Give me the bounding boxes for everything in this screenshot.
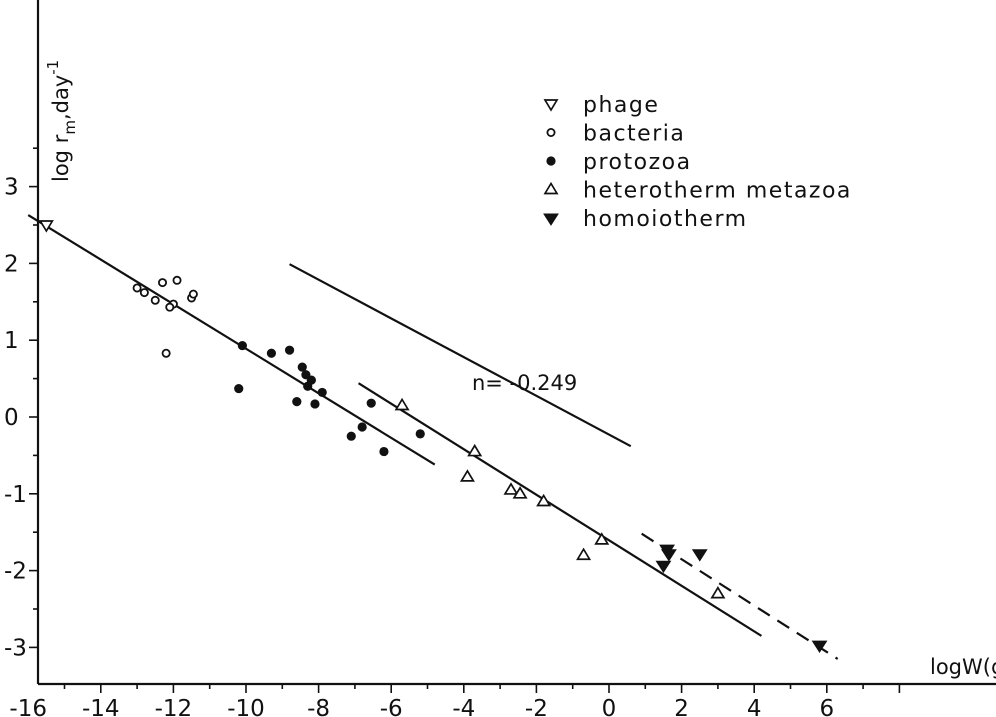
x-tick-label: -14 [82, 696, 120, 717]
legend-label-protozoa: protozoa [583, 150, 692, 175]
legend-marker-bacteria [546, 127, 556, 137]
annotations: n= -0.249 [472, 371, 577, 395]
x-tick-label: 2 [674, 696, 689, 717]
y-tick-label: 1 [4, 328, 19, 354]
y-axis-title-text: log rm,day-1 [44, 60, 79, 182]
legend-marker-phage [543, 99, 559, 112]
heterotherm-metazoa-point [710, 585, 726, 599]
protozoa-point [284, 345, 295, 355]
protozoa-point [234, 383, 244, 394]
legend-label-phage: phage [583, 93, 659, 118]
heterotherm-metazoa-point [503, 482, 519, 495]
bacteria-point [165, 302, 175, 312]
x-tick-label: 4 [747, 696, 762, 717]
x-tick-label: -12 [155, 696, 193, 717]
protozoa-point [346, 431, 356, 441]
bacteria-point [132, 283, 142, 293]
homoiotherm-point [691, 549, 708, 562]
protozoa-point [379, 446, 389, 457]
axis-titles: logW(g log rm,day-1 [44, 60, 996, 679]
y-tick-label: 0 [4, 405, 19, 431]
bacteria-point [150, 295, 160, 305]
heterotherm-metazoa-point [576, 547, 592, 561]
homoiotherm-point [811, 640, 828, 654]
heterotherm-metazoa-point [459, 469, 475, 482]
protozoa-point [317, 387, 327, 398]
x-tick-label: -2 [525, 696, 548, 717]
protozoa-point [297, 362, 307, 372]
x-tick-label: -8 [307, 696, 330, 717]
protozoa-point [310, 399, 320, 409]
y-axis-title: log rm,day-1 [44, 60, 79, 182]
heterotherm-metazoa-point [512, 486, 528, 499]
bacteria-point [188, 289, 198, 299]
axes [29, 0, 996, 693]
heterotherm-metazoa-point [467, 443, 483, 457]
y-tick-label: -3 [4, 635, 27, 661]
y-tick-label: -1 [4, 482, 27, 508]
heterotherm-metazoa-point [594, 532, 610, 545]
protozoa-point [237, 340, 247, 351]
heterotherm-metazoa-point [536, 493, 552, 507]
phage-point [38, 220, 54, 233]
homoiotherm-point [660, 549, 677, 562]
regression-line [289, 263, 632, 448]
protozoa-point [306, 375, 316, 385]
x-tick-label: -4 [452, 696, 475, 717]
legend: phage bacteria protozoa heterotherm metazoa… [543, 93, 852, 232]
heterotherm-metazoa-point [394, 397, 410, 411]
regression-lines [27, 214, 839, 660]
protozoa-point [366, 398, 376, 408]
slope-annotation: n= -0.249 [472, 371, 577, 395]
bacteria-point [161, 348, 171, 358]
x-tick-label: -6 [380, 696, 403, 717]
data-points [38, 220, 828, 654]
protozoa-point [266, 348, 277, 358]
protozoa-point [415, 429, 425, 439]
legend-marker-protozoa [546, 156, 556, 166]
x-tick-label: 0 [602, 696, 617, 717]
y-tick-label: -2 [4, 559, 27, 585]
protozoa-point [292, 397, 302, 407]
x-tick-label: -16 [9, 696, 47, 717]
legend-label-homoiotherm: homoiotherm [583, 207, 748, 232]
legend-label-bacteria: bacteria [583, 122, 685, 147]
x-tick-label: -10 [227, 696, 265, 717]
y-tick-label: 3 [4, 175, 19, 201]
legend-marker-heterotherm-metazoa [543, 181, 559, 195]
x-tick-label: 6 [819, 696, 834, 717]
legend-marker-homoiotherm [543, 213, 559, 226]
legend-label-heterotherm-metazoa: heterotherm metazoa [583, 179, 852, 204]
bacteria-point [172, 275, 182, 285]
homoiotherm-point [655, 560, 672, 574]
bacteria-point [139, 288, 149, 298]
bacteria-point [158, 278, 168, 288]
regression-line [27, 214, 436, 466]
y-tick-label: 2 [4, 251, 19, 277]
dashed-regression-line [641, 532, 839, 660]
x-axis-title: logW(g [930, 655, 996, 679]
regression-line [357, 382, 763, 637]
protozoa-point [357, 422, 367, 432]
